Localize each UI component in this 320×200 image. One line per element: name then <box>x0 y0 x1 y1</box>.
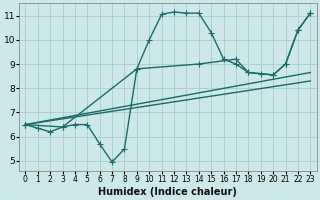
X-axis label: Humidex (Indice chaleur): Humidex (Indice chaleur) <box>98 187 237 197</box>
